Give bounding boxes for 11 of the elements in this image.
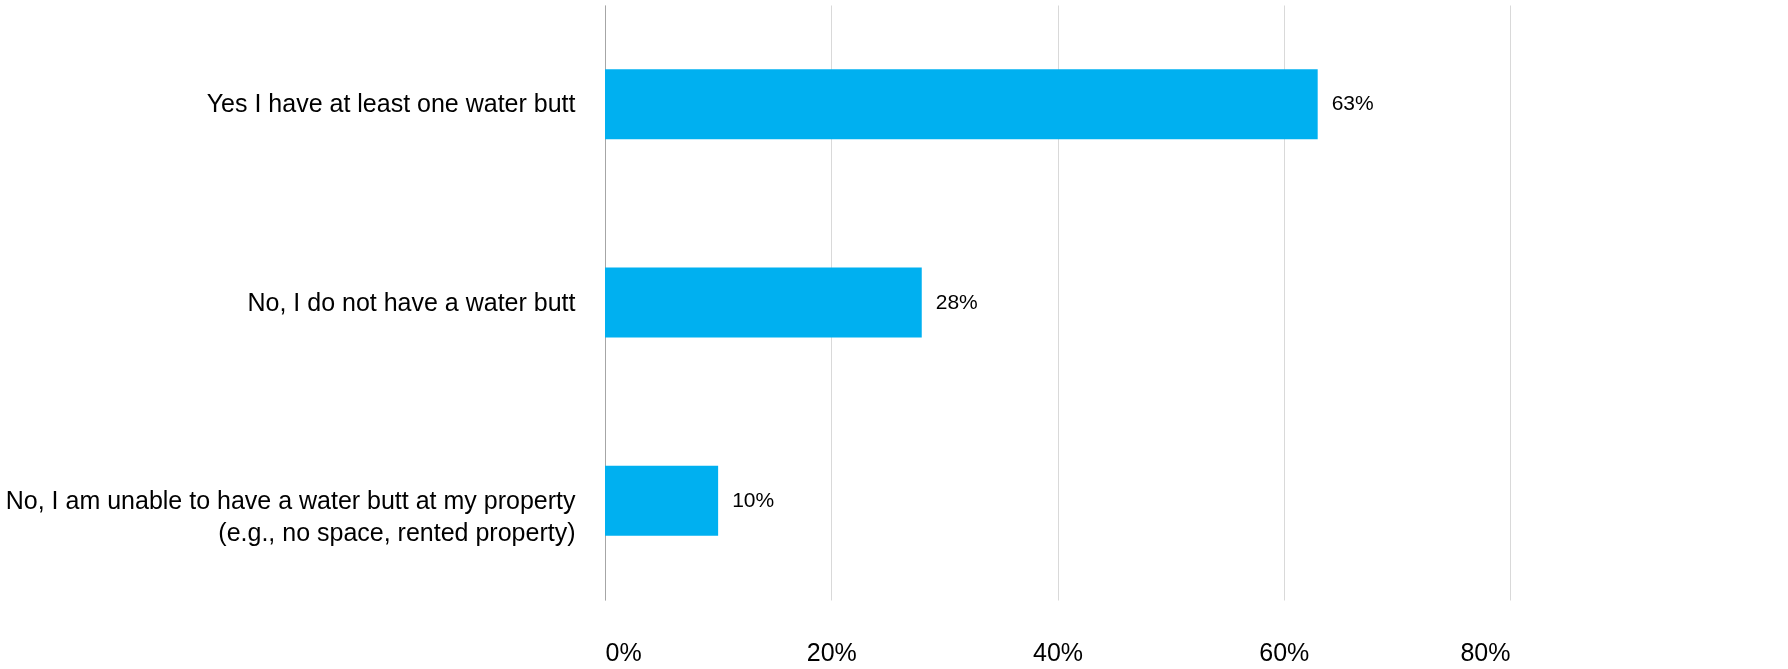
data-label: 28%	[935, 289, 978, 313]
x-tick-label: 20%	[806, 637, 857, 666]
y-tick-label: No, I am unable to have a water butt at my property (e.g., no space, rented property)	[5, 485, 576, 546]
x-tick-label: 0%	[605, 637, 642, 666]
data-label: 10%	[732, 487, 775, 511]
y-tick-label: Yes I have at least one water butt	[206, 89, 576, 118]
x-tick-label: 80%	[1460, 637, 1511, 666]
y-tick-label: No, I do not have a water butt	[247, 287, 576, 316]
x-tick-label: 40%	[1032, 637, 1084, 666]
x-tick-label: 60%	[1259, 637, 1310, 666]
data-label: 63%	[1331, 91, 1374, 115]
